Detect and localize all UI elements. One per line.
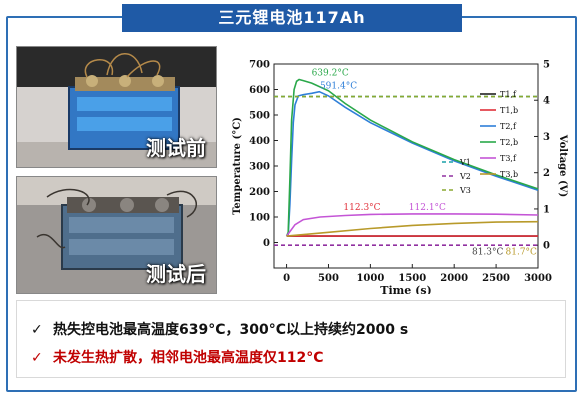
- data-annotation: 112.3°C: [343, 203, 380, 213]
- summary-line-2: ✓ 未发生热扩散，相邻电池最高温度仅112°C: [31, 347, 324, 367]
- x-tick-label: 0: [283, 273, 290, 284]
- y2-tick-label: 5: [543, 60, 550, 71]
- battery-after-image: [17, 177, 216, 293]
- series-line-T2b: [285, 78, 539, 237]
- legend-label: V1: [459, 158, 471, 167]
- temperature-voltage-chart: 0 500 1000 1500 2000 2500 3000 0 100 200 300 400 500…: [232, 60, 568, 295]
- battery-before-image: [17, 47, 216, 167]
- y-tick-label: 100: [249, 213, 270, 224]
- photo-before-test: 测试前: [16, 46, 217, 168]
- series-line-T3f: [285, 213, 539, 237]
- plot-area: [273, 63, 539, 269]
- y-tick-label: 700: [249, 60, 270, 71]
- legend-label: T1,b: [500, 106, 518, 115]
- legend-label: V3: [459, 186, 471, 195]
- legend-label: V2: [459, 172, 471, 181]
- legend-label: T2,f: [500, 122, 517, 131]
- y-axis-label: Temperature (°C): [232, 117, 243, 215]
- legend-label: T3,b: [500, 170, 518, 179]
- y2-tick-label: 4: [543, 96, 550, 107]
- photo-caption-before: 测试前: [146, 136, 206, 160]
- x-tick-label: 2500: [482, 273, 510, 284]
- title-banner: 三元锂电池117Ah: [122, 4, 462, 32]
- data-annotation: 112.1°C: [409, 203, 446, 213]
- summary-box: ✓ 热失控电池最高温度639°C，300°C以上持续约2000 s ✓ 未发生热扩散…: [16, 300, 566, 378]
- check-icon: ✓: [31, 322, 43, 338]
- y-tick-label: 200: [249, 187, 270, 198]
- legend-label: T2,b: [500, 138, 518, 147]
- y2-tick-label: 3: [543, 132, 550, 143]
- photo-caption-after: 测试后: [146, 262, 206, 286]
- data-annotation: 639.2°C: [312, 68, 349, 78]
- x-tick-label: 1500: [398, 273, 426, 284]
- x-tick-label: 2000: [440, 273, 468, 284]
- check-icon: ✓: [31, 350, 43, 366]
- y-tick-label: 500: [249, 111, 270, 122]
- y2-tick-label: 2: [543, 168, 550, 179]
- y2-axis-label: Voltage (V): [557, 134, 568, 197]
- data-annotation: 81.3°C: [472, 247, 504, 257]
- y-tick-label: 300: [249, 162, 270, 173]
- series-line-T3b: [286, 220, 539, 237]
- x-tick-label: 1000: [356, 273, 384, 284]
- y2-tick-label: 1: [543, 204, 550, 215]
- x-tick-label: 3000: [524, 273, 552, 284]
- series-line-T2f: [286, 90, 539, 237]
- y2-tick-label: 0: [543, 241, 550, 252]
- banner-title: 三元锂电池117Ah: [218, 8, 366, 27]
- summary-text-2: 未发生热扩散，相邻电池最高温度仅112°C: [53, 350, 324, 366]
- y-tick-label: 400: [249, 136, 270, 147]
- data-annotation: 591.4°C: [320, 82, 357, 92]
- legend-label: T3,f: [500, 154, 517, 163]
- data-annotation: 81.7°C: [506, 247, 538, 257]
- y-tick-label: 0: [263, 238, 270, 249]
- summary-line-1: ✓ 热失控电池最高温度639°C，300°C以上持续约2000 s: [31, 319, 408, 339]
- x-tick-label: 500: [318, 273, 339, 284]
- y-tick-label: 600: [249, 85, 270, 96]
- photo-after-test: 测试后: [16, 176, 217, 294]
- legend-label: T1,f: [500, 90, 517, 99]
- x-axis-label: Time (s): [380, 284, 431, 294]
- summary-text-1: 热失控电池最高温度639°C，300°C以上持续约2000 s: [53, 322, 409, 338]
